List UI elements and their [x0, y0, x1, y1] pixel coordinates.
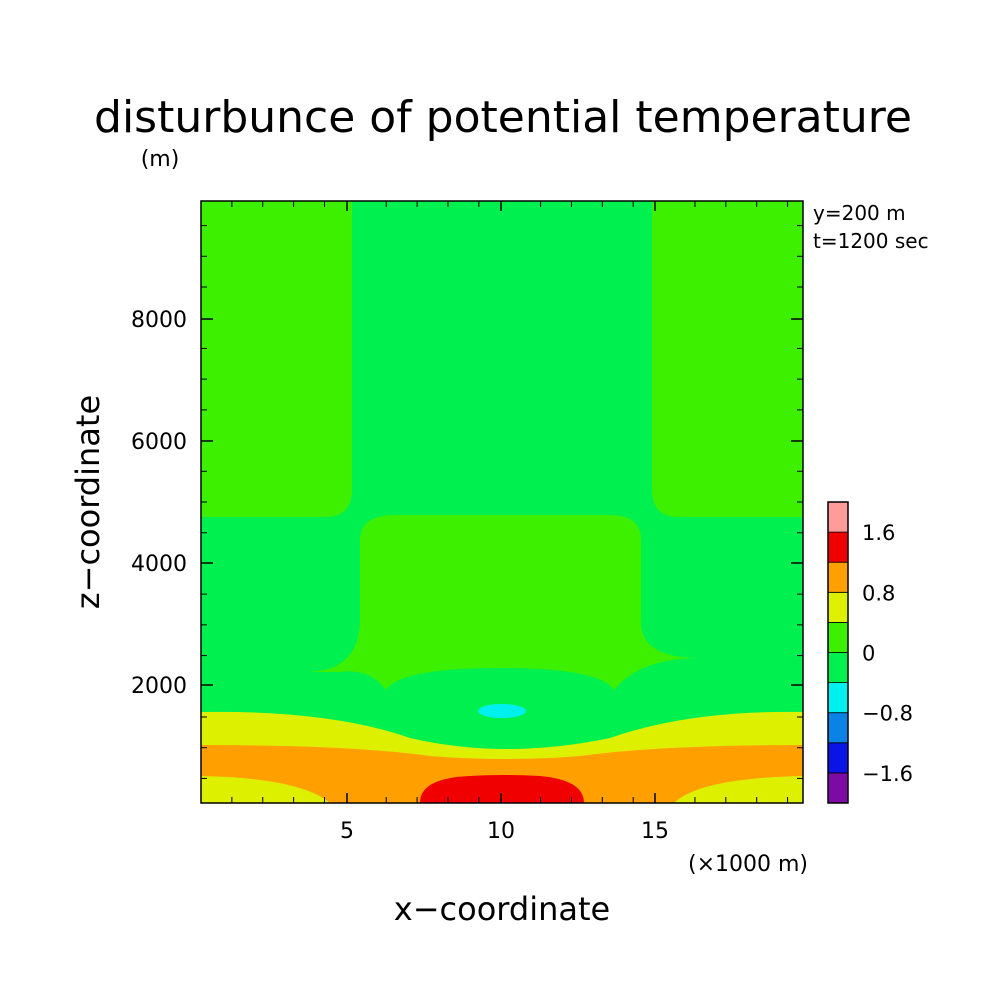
colorbar-labels: −1.6 −0.8 0 0.8 1.6: [862, 521, 913, 786]
annotation-t: t=1200 sec: [813, 229, 929, 253]
colorbar-label: 1.6: [862, 521, 895, 545]
y-tick-label-6000: 6000: [131, 430, 187, 455]
colorbar-swatch: [827, 501, 849, 533]
x-minor-ticks: [231, 201, 789, 803]
x-tick-label-5: 5: [340, 819, 354, 844]
colorbar-frame: [827, 501, 849, 804]
y-tick-2000: 2000: [131, 674, 803, 699]
y-unit-label: (m): [141, 147, 180, 172]
colorbar-label: 0: [862, 642, 875, 666]
colorbar-label: 0.8: [862, 581, 895, 605]
y-tick-label-8000: 8000: [131, 308, 187, 333]
colorbar-swatch: [827, 652, 849, 684]
y-tick-8000: 8000: [131, 308, 803, 333]
region-warm-layer: [201, 745, 803, 803]
colorbar-swatch: [827, 531, 849, 563]
colorbar-swatch: [827, 622, 849, 653]
region-bottom-right-yellow: [674, 776, 803, 803]
region-left-column: [201, 201, 352, 517]
x-tick-15: 15: [641, 201, 669, 844]
colorbar-swatch: [827, 742, 849, 774]
colorbar-swatch: [827, 712, 849, 744]
colorbar-swatch: [827, 561, 849, 593]
region-bottom-left-yellow: [201, 776, 330, 803]
y-tick-label-4000: 4000: [131, 552, 187, 577]
region-min-cell: [478, 704, 526, 718]
y-minor-ticks: [201, 225, 803, 779]
colorbar-swatches: [827, 501, 849, 804]
x-unit-label: (×1000 m): [688, 852, 808, 877]
region-right-column: [652, 201, 803, 517]
colorbar-label: −0.8: [862, 702, 913, 726]
y-tick-4000: 4000: [131, 552, 803, 577]
x-tick-label-15: 15: [641, 819, 669, 844]
plot-fill-area: [201, 201, 803, 803]
y-axis-label: z−coordinate: [69, 395, 107, 609]
colorbar-swatch: [827, 772, 849, 804]
x-axis-label: x−coordinate: [394, 890, 610, 928]
colorbar-swatch: [827, 682, 849, 714]
chart-title: disturbunce of potential temperature: [94, 92, 912, 143]
colorbar-label: −1.6: [862, 762, 913, 786]
annotation-y: y=200 m: [813, 201, 906, 225]
colorbar: −1.6 −0.8 0 0.8 1.6: [827, 501, 913, 804]
x-tick-10: 10: [487, 201, 515, 844]
colorbar-swatch: [827, 591, 849, 623]
x-tick-5: 5: [340, 201, 354, 844]
y-tick-label-2000: 2000: [131, 674, 187, 699]
x-tick-label-10: 10: [487, 819, 515, 844]
y-tick-6000: 6000: [131, 430, 803, 455]
region-max-bump: [420, 775, 584, 803]
